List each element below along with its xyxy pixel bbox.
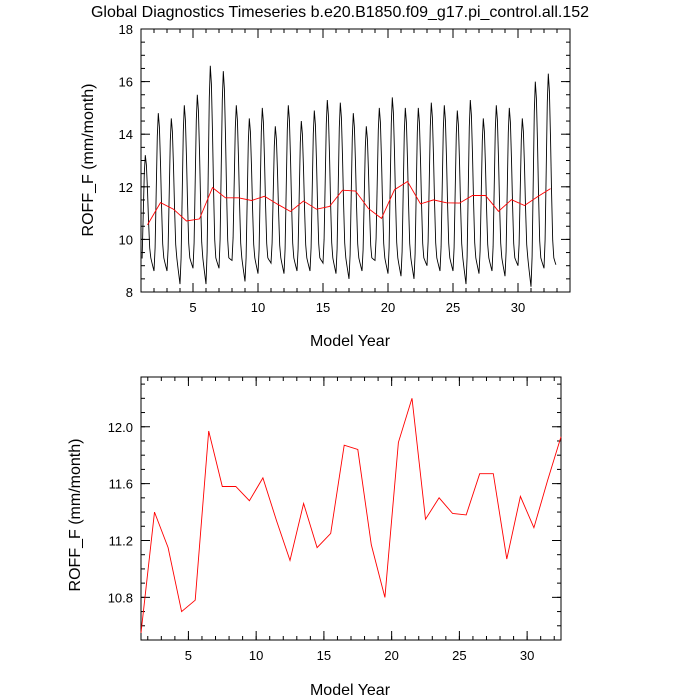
top-y-axis-label: ROFF_F (mm/month) bbox=[80, 84, 97, 237]
x-tick-label: 5 bbox=[189, 300, 196, 315]
x-tick-label: 15 bbox=[316, 300, 330, 315]
y-tick-label: 16 bbox=[119, 75, 133, 90]
top-series-lines bbox=[141, 65, 557, 287]
bottom-x-axis-label: Model Year bbox=[310, 682, 391, 699]
y-tick-label: 18 bbox=[119, 22, 133, 37]
x-tick-label: 20 bbox=[384, 648, 398, 663]
y-tick-label: 11.6 bbox=[109, 477, 133, 492]
y-tick-label: 12.0 bbox=[108, 420, 133, 435]
series-line-annual-mean bbox=[140, 398, 562, 633]
top-y-tick-labels: 8 10 12 14 16 18 bbox=[119, 22, 133, 300]
x-tick-label: 15 bbox=[317, 648, 331, 663]
series-line-annual-mean bbox=[147, 180, 551, 226]
bottom-plot-frame bbox=[140, 376, 562, 641]
bottom-series-lines bbox=[140, 398, 562, 633]
x-tick-label: 10 bbox=[251, 300, 265, 315]
y-tick-label: 12 bbox=[119, 180, 133, 195]
bottom-x-tick-labels: 5 10 15 20 25 30 bbox=[185, 648, 535, 663]
bottom-y-axis-label: ROFF_F (mm/month) bbox=[67, 439, 84, 592]
x-tick-label: 30 bbox=[520, 648, 534, 663]
y-tick-label: 10 bbox=[119, 232, 133, 247]
x-tick-label: 10 bbox=[249, 648, 263, 663]
x-tick-label: 25 bbox=[452, 648, 466, 663]
y-tick-label: 8 bbox=[126, 285, 133, 300]
x-tick-label: 5 bbox=[185, 648, 192, 663]
top-x-axis-label: Model Year bbox=[310, 333, 391, 350]
top-chart: 5 10 15 20 25 30 8 10 12 14 16 18 Model Year ROFF_… bbox=[80, 22, 571, 350]
top-tick-marks bbox=[140, 28, 571, 293]
bottom-y-tick-labels: 10.8 11.2 11.6 12.0 bbox=[108, 420, 133, 606]
y-tick-label: 11.2 bbox=[109, 533, 133, 548]
x-tick-label: 30 bbox=[511, 300, 525, 315]
x-tick-label: 20 bbox=[381, 300, 395, 315]
series-line-monthly bbox=[141, 65, 557, 287]
chart-title: Global Diagnostics Timeseries b.e20.B185… bbox=[91, 4, 589, 21]
bottom-chart: 5 10 15 20 25 30 10.811.211.612.0 Model Year … bbox=[67, 376, 562, 699]
top-x-tick-labels: 5 10 15 20 25 30 bbox=[189, 300, 525, 315]
y-tick-label: 10.8 bbox=[108, 590, 133, 605]
y-tick-label: 14 bbox=[119, 127, 133, 142]
bottom-tick-marks bbox=[141, 377, 561, 641]
x-tick-label: 25 bbox=[446, 300, 460, 315]
